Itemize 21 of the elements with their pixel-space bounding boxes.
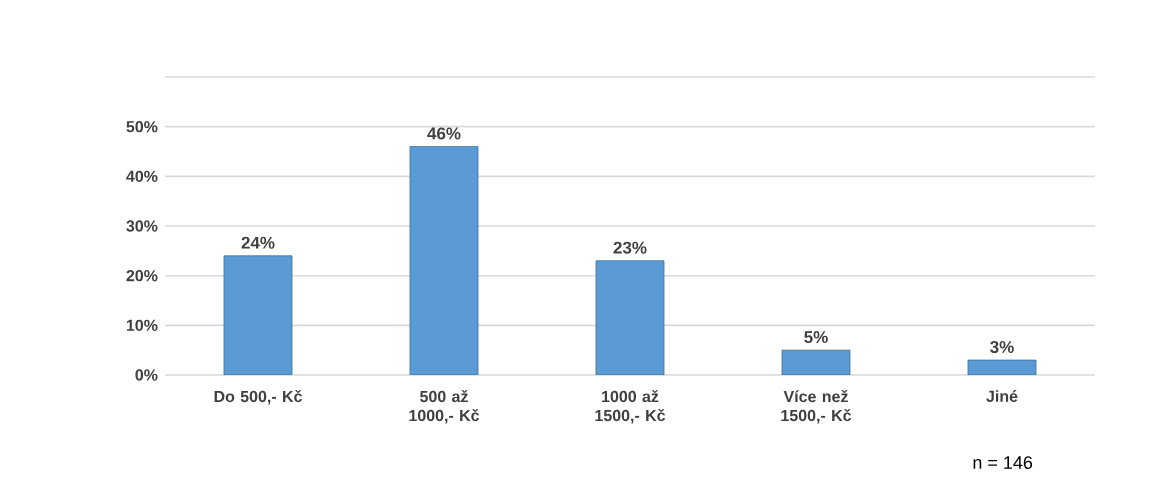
x-tick-label: Více než 1500,- Kč bbox=[781, 390, 852, 424]
data-label: 23% bbox=[613, 241, 647, 254]
text: n = 146 bbox=[973, 456, 1033, 469]
data-label: 5% bbox=[804, 331, 828, 344]
x-tick-label: 500 až 1000,- Kč bbox=[409, 390, 480, 424]
x-tick-label: Jiné bbox=[986, 390, 1018, 402]
y-tick-label: 20% bbox=[126, 270, 158, 282]
y-tick-label: 0% bbox=[135, 369, 158, 381]
y-tick-label: 50% bbox=[126, 121, 158, 133]
bar bbox=[409, 146, 479, 375]
y-tick-label: 30% bbox=[126, 220, 158, 232]
data-label: 24% bbox=[241, 236, 275, 249]
y-tick-label: 40% bbox=[126, 170, 158, 183]
bar bbox=[781, 349, 851, 375]
data-label: 3% bbox=[990, 340, 1014, 354]
x-tick-label: 1000 až 1500,- Kč bbox=[595, 390, 666, 424]
y-tick-label: 10% bbox=[126, 319, 158, 331]
bar bbox=[223, 255, 293, 375]
x-tick-label: Do 500,- Kč bbox=[214, 390, 302, 405]
data-label: 46% bbox=[427, 127, 461, 140]
bar bbox=[595, 260, 665, 375]
